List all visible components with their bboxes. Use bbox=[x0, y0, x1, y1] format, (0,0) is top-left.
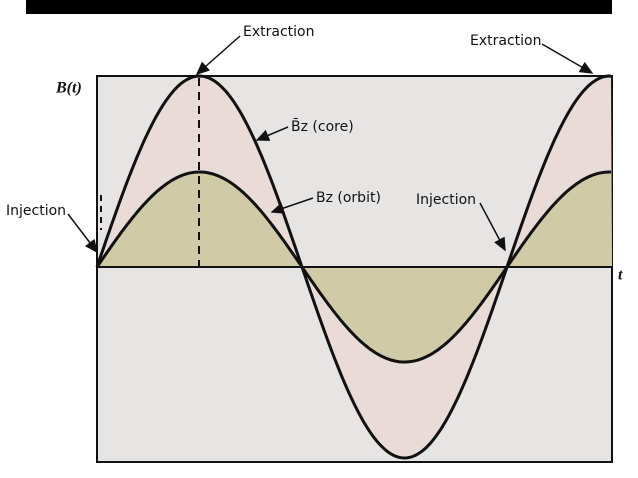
core-curve bbox=[95, 74, 612, 460]
label: Injection bbox=[6, 203, 66, 219]
label: Injection bbox=[416, 192, 476, 208]
arrow bbox=[255, 126, 289, 141]
arrow bbox=[195, 35, 241, 75]
orbit-curve bbox=[95, 170, 611, 364]
arrow bbox=[67, 213, 98, 254]
arrow bbox=[270, 197, 314, 214]
top-bar bbox=[26, 0, 612, 14]
label: Extraction bbox=[243, 24, 314, 40]
axis-label: t bbox=[618, 267, 623, 284]
label: Extraction bbox=[470, 33, 541, 49]
arrow bbox=[479, 202, 506, 252]
label: Bz (orbit) bbox=[316, 190, 381, 206]
axis-label: B(t) bbox=[55, 80, 82, 97]
label: B̄z (core) bbox=[291, 117, 354, 135]
arrow bbox=[541, 43, 594, 74]
